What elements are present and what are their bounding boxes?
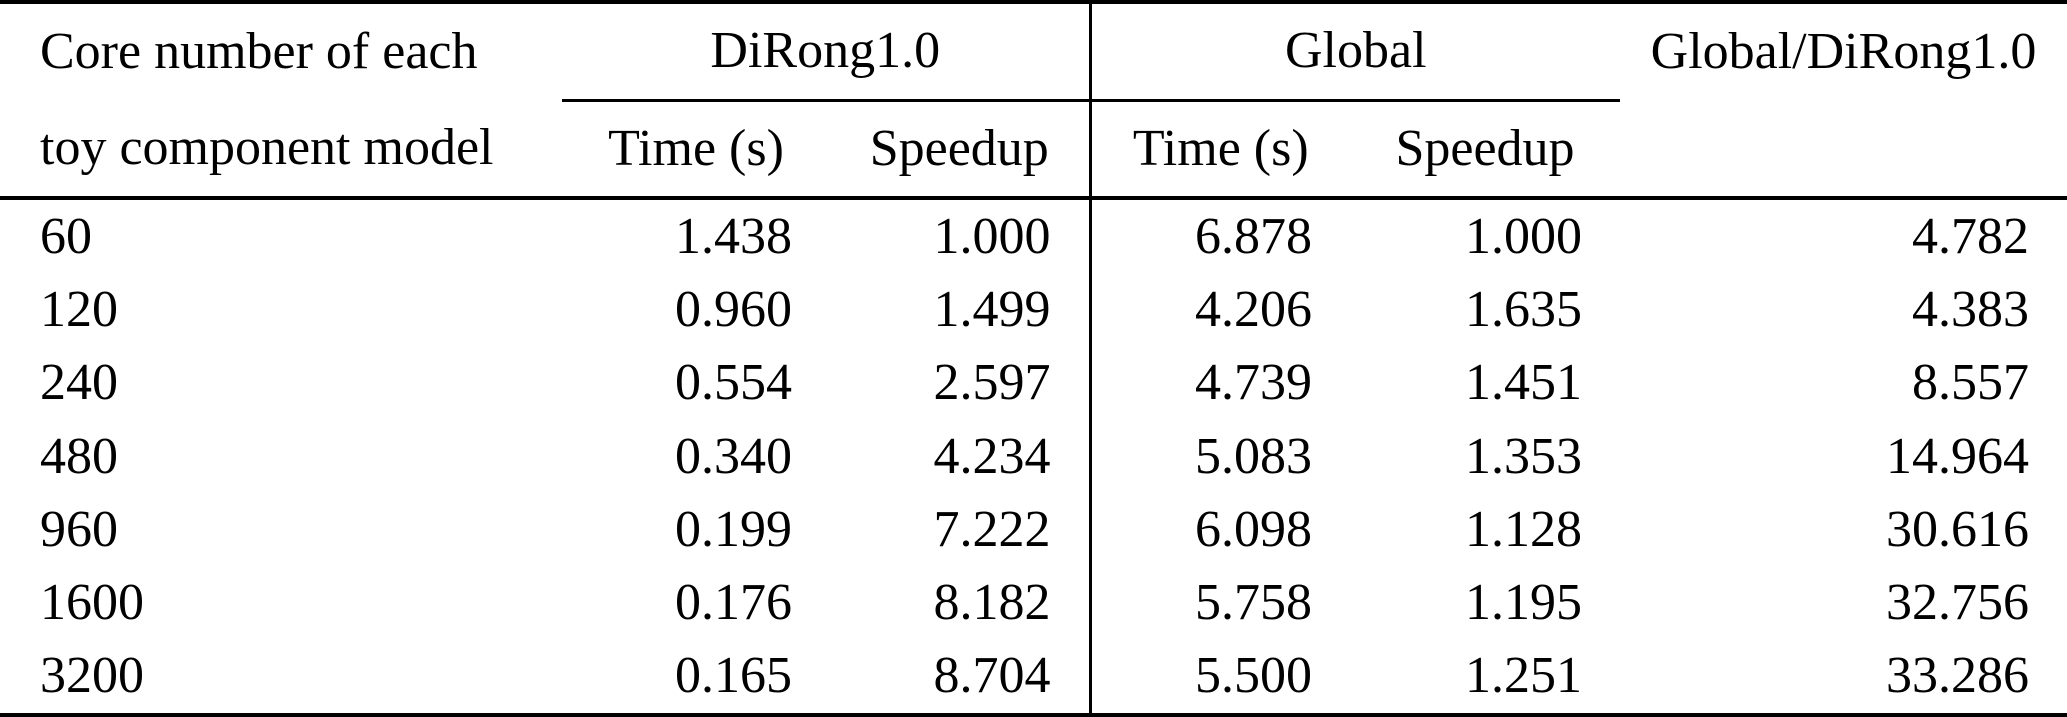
cell-cores: 120 (40, 281, 118, 339)
cell-cores: 60 (40, 207, 92, 265)
header-group-dirong: DiRong1.0 (562, 2, 1090, 102)
cell-cores: 240 (40, 354, 118, 412)
table-row: 480 0.340 4.234 5.083 1.353 14.964 (0, 419, 2067, 494)
header-dirong-speedup: Speedup (830, 100, 1090, 200)
cell-dirong-speedup: 1.499 (933, 281, 1051, 339)
cell-dirong-time: 0.554 (675, 354, 792, 412)
cell-global-time: 4.739 (1088, 346, 1350, 420)
cell-global-time: 4.206 (1088, 273, 1350, 347)
header-group-global: Global (1088, 2, 1620, 102)
cell-cores: 3200 (40, 647, 144, 705)
cell-ratio: 32.756 (1886, 573, 2029, 631)
cell-dirong-time: 0.165 (675, 647, 792, 705)
table-row: 60 1.438 1.000 6.878 1.000 4.782 (0, 198, 2067, 274)
cell-global-speedup: 1.635 (1465, 281, 1582, 339)
cell-cores: 1600 (40, 573, 144, 631)
header-global-speedup: Speedup (1350, 100, 1620, 200)
cell-ratio: 30.616 (1886, 500, 2029, 558)
cell-cores: 480 (40, 427, 118, 485)
cell-cores: 960 (40, 500, 118, 558)
cell-dirong-speedup: 8.182 (933, 573, 1051, 631)
cell-dirong-speedup: 4.234 (933, 427, 1051, 485)
cell-global-speedup: 1.353 (1465, 427, 1582, 485)
cell-global-time: 6.098 (1088, 493, 1350, 567)
table-row: 120 0.960 1.499 4.206 1.635 4.383 (0, 273, 2067, 347)
cell-dirong-time: 0.340 (675, 427, 792, 485)
header-stub-line1: Core number of each (40, 23, 478, 81)
cell-global-speedup: 1.128 (1465, 500, 1582, 558)
header-global-time: Time (s) (1088, 100, 1350, 200)
cell-dirong-time: 0.176 (675, 573, 792, 631)
cell-global-speedup: 1.251 (1465, 647, 1582, 705)
cell-global-time: 5.083 (1088, 419, 1350, 494)
header-stub-line2: toy component model (40, 119, 494, 177)
header-dirong-time: Time (s) (562, 100, 830, 200)
cell-ratio: 4.782 (1912, 207, 2029, 265)
cell-global-speedup: 1.195 (1465, 573, 1582, 631)
cell-ratio: 8.557 (1912, 354, 2029, 412)
cell-dirong-speedup: 2.597 (933, 354, 1051, 412)
table-row: 3200 0.165 8.704 5.500 1.251 33.286 (0, 639, 2067, 715)
header-ratio-label: Global/DiRong1.0 (1650, 23, 2037, 81)
header-row-sub: Time (s) Speedup Time (s) Speedup (0, 100, 2067, 200)
cell-global-speedup: 1.451 (1465, 354, 1582, 412)
header-ratio-column: Global/DiRong1.0 (1620, 2, 2067, 200)
table-body: 60 1.438 1.000 6.878 1.000 4.782 120 0.9… (0, 198, 2067, 715)
cell-dirong-time: 1.438 (675, 207, 792, 265)
header-stub: Core number of each toy component model (0, 2, 562, 200)
table-row: 240 0.554 2.597 4.739 1.451 8.557 (0, 346, 2067, 420)
cell-dirong-speedup: 8.704 (933, 647, 1051, 705)
table-row: 1600 0.176 8.182 5.758 1.195 32.756 (0, 566, 2067, 640)
cell-dirong-time: 0.960 (675, 281, 792, 339)
cell-global-time: 6.878 (1088, 198, 1350, 274)
cell-ratio: 14.964 (1886, 427, 2029, 485)
header-row-groups: Core number of each toy component model … (0, 2, 2067, 200)
table-header: Core number of each toy component model … (0, 2, 2067, 200)
cell-global-speedup: 1.000 (1465, 207, 1582, 265)
cell-ratio: 4.383 (1912, 281, 2029, 339)
cell-dirong-speedup: 1.000 (933, 207, 1051, 265)
cell-dirong-time: 0.199 (675, 500, 792, 558)
table-row: 960 0.199 7.222 6.098 1.128 30.616 (0, 493, 2067, 567)
cell-ratio: 33.286 (1886, 647, 2029, 705)
cell-dirong-speedup: 7.222 (933, 500, 1051, 558)
cell-global-time: 5.500 (1088, 639, 1350, 715)
cell-global-time: 5.758 (1088, 566, 1350, 640)
